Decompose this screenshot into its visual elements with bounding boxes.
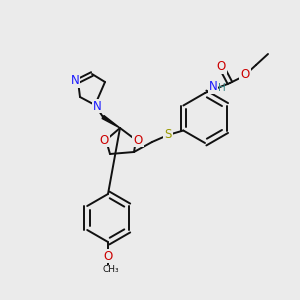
- Text: CH₃: CH₃: [103, 266, 119, 274]
- Text: O: O: [240, 68, 250, 82]
- Text: H: H: [218, 83, 226, 93]
- Text: O: O: [216, 61, 226, 74]
- Text: O: O: [99, 134, 109, 146]
- Text: N: N: [208, 80, 217, 94]
- Text: S: S: [164, 128, 172, 142]
- Text: N: N: [93, 100, 101, 112]
- Text: O: O: [103, 250, 112, 262]
- Text: N: N: [70, 74, 80, 88]
- Polygon shape: [102, 116, 120, 128]
- Text: O: O: [134, 134, 142, 146]
